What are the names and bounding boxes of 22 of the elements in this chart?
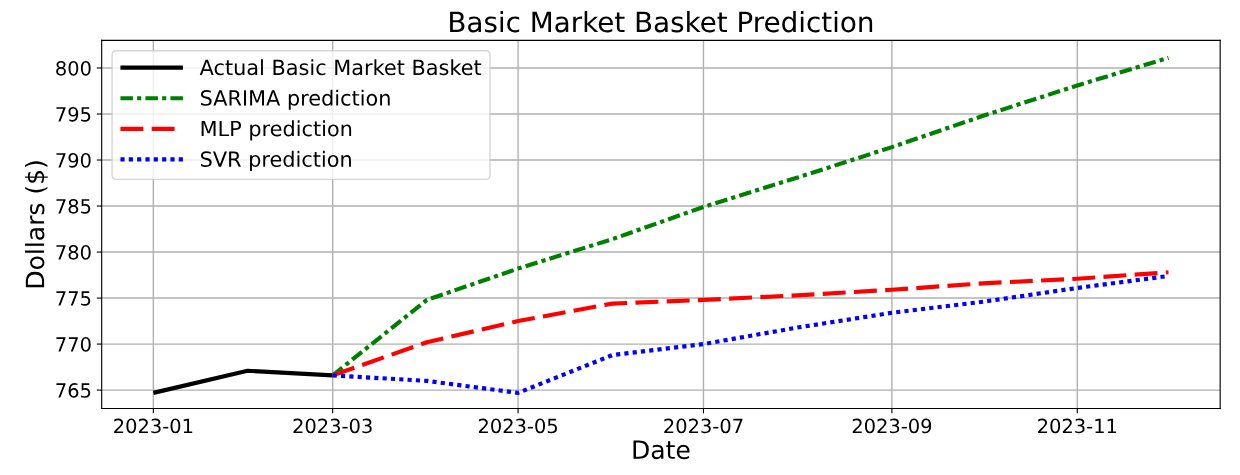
y-tick-label: 795 [56, 106, 91, 122]
legend-label: Actual Basic Market Basket [199, 59, 482, 76]
y-axis-title: Dollars ($) [25, 161, 48, 288]
x-tick-label: 2023-03 [293, 418, 372, 434]
x-tick-label: 2023-09 [852, 418, 932, 434]
chart-title: Basic Market Basket Prediction [450, 10, 873, 33]
x-tick-label: 2023-07 [664, 418, 743, 434]
x-tick-label: 2023-11 [1038, 418, 1117, 434]
y-tick-label: 790 [56, 152, 91, 168]
legend-label: SVR prediction [200, 150, 351, 172]
x-axis-title: Date [633, 440, 690, 460]
y-tick-label: 770 [56, 337, 91, 352]
y-tick-label: 775 [56, 291, 91, 306]
x-tick-label: 2023-01 [114, 418, 193, 434]
x-tick-label: 2023-05 [478, 418, 557, 434]
y-tick-label: 765 [56, 383, 91, 398]
y-tick-label: 800 [56, 60, 91, 76]
y-tick-label: 780 [56, 245, 91, 260]
line-series [330, 270, 1171, 378]
legend-label: SARIMA prediction [200, 89, 390, 110]
legend-label: MLP prediction [201, 120, 352, 141]
y-tick-label: 785 [56, 198, 91, 214]
